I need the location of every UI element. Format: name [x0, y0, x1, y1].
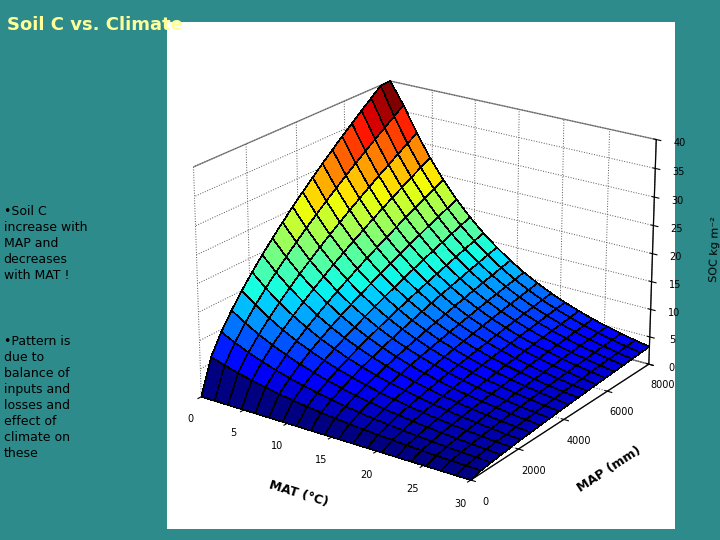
- Text: •Pattern is
due to
balance of
inputs and
losses and
effect of
climate on
these: •Pattern is due to balance of inputs and…: [4, 335, 70, 460]
- Y-axis label: MAP (mm): MAP (mm): [575, 444, 643, 495]
- Text: •Soil C
increase with
MAP and
decreases
with MAT !: •Soil C increase with MAP and decreases …: [4, 205, 87, 282]
- X-axis label: MAT (°C): MAT (°C): [268, 479, 330, 509]
- Text: Soil C vs. Climate: Soil C vs. Climate: [7, 16, 183, 34]
